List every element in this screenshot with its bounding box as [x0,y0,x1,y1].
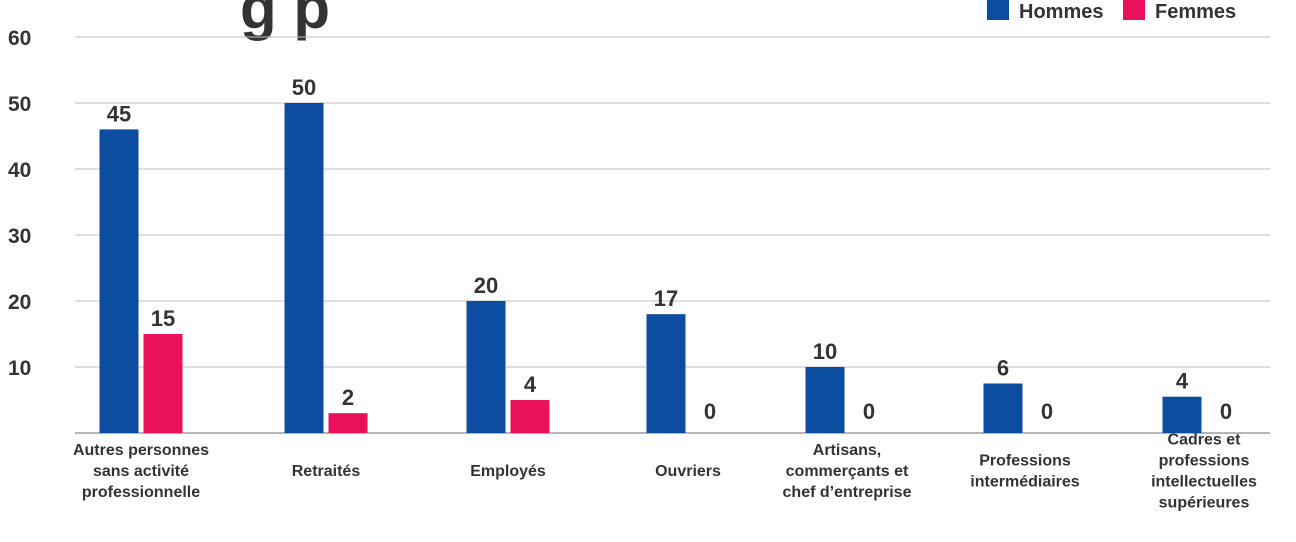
category-label: Ouvriers [655,463,721,480]
category-label-line: intermédiaires [970,474,1079,491]
bar-hommes [805,367,845,433]
category-label-line: intellectuelles [1151,474,1257,491]
category-label-line: sans activité [93,463,189,480]
data-label: 4 [1176,369,1189,394]
data-label: 0 [863,399,875,424]
y-tick-label: 50 [8,93,31,116]
data-label: 17 [654,286,678,311]
data-label: 2 [342,385,354,410]
legend: Hommes Femmes [987,0,1236,23]
bar-hommes [99,129,139,433]
data-label: 0 [1220,399,1232,424]
category-label-line: Autres personnes [73,442,209,459]
chart-title-fragment: g p [240,0,330,41]
legend-swatch-hommes [987,0,1009,20]
category-label: Retraités [292,463,361,480]
category-label-line: chef d’entreprise [783,484,912,501]
data-label: 20 [474,273,498,298]
category-label-line: Professions [979,453,1071,470]
category-label: Professions intermédiaires [970,453,1079,491]
data-label: 50 [292,75,316,100]
category-label-line: Cadres et [1168,432,1242,449]
data-label: 15 [151,306,175,331]
y-tick-label: 30 [8,225,31,248]
category-label: Artisans, commerçants et chef d’entreprise [783,442,912,501]
x-axis: Autres personnes sans activité professionn… [73,432,1257,512]
bar-femmes [510,400,550,433]
y-axis: 10 20 30 40 50 60 [8,27,31,380]
bars: 45 50 20 17 10 6 4 15 2 4 0 0 0 0 [99,75,1232,433]
bar-hommes [284,103,324,433]
category-label-line: professionnelle [82,484,200,501]
bar-femmes [328,413,368,433]
category-label-line: Retraités [292,463,361,480]
category-label: Cadres et professions intellectuelles supér… [1151,432,1257,512]
legend-label: Femmes [1155,1,1236,23]
y-tick-label: 20 [8,291,31,314]
category-label: Autres personnes sans activité professionn… [73,442,209,501]
y-tick-label: 60 [8,27,31,50]
category-label-line: commerçants et [786,463,909,480]
category-label-line: professions [1159,453,1250,470]
category-label-line: Ouvriers [655,463,721,480]
bar-hommes [1162,396,1202,433]
category-label-line: Employés [470,463,546,480]
data-label: 0 [1041,399,1053,424]
data-label: 0 [704,399,716,424]
bar-femmes [143,334,183,433]
legend-swatch-femmes [1123,0,1145,20]
y-tick-label: 10 [8,357,31,380]
category-label-line: supérieures [1159,495,1250,512]
legend-label: Hommes [1019,1,1103,23]
category-label-line: Artisans, [813,442,881,459]
y-tick-label: 40 [8,159,31,182]
category-label: Employés [470,463,546,480]
data-label: 45 [107,101,131,126]
data-label: 4 [524,372,537,397]
bar-hommes [646,314,686,433]
data-label: 10 [813,339,837,364]
bar-hommes [466,301,506,433]
data-label: 6 [997,356,1009,381]
bar-hommes [983,383,1023,433]
